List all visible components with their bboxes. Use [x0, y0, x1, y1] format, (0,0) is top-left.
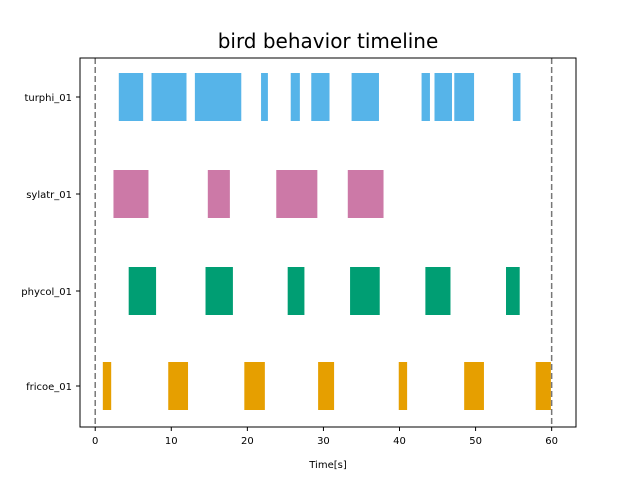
x-axis-label: Time[s] [308, 460, 347, 471]
y-tick-label: sylatr_01 [26, 190, 72, 201]
bar-turphi_01-8 [434, 73, 452, 121]
bar-sylatr_01-1 [207, 170, 230, 218]
bar-turphi_01-7 [421, 73, 430, 121]
bar-phycol_01-5 [506, 267, 520, 315]
y-tick-label: turphi_01 [24, 93, 72, 104]
bar-phycol_01-3 [350, 267, 380, 315]
bar-turphi_01-10 [512, 73, 521, 121]
bar-phycol_01-4 [425, 267, 451, 315]
bar-phycol_01-1 [205, 267, 233, 315]
bar-sylatr_01-0 [113, 170, 149, 218]
bar-phycol_01-2 [287, 267, 305, 315]
bar-turphi_01-5 [311, 73, 330, 121]
bar-turphi_01-9 [454, 73, 475, 121]
bar-fricoe_01-0 [102, 362, 112, 410]
bar-turphi_01-6 [351, 73, 379, 121]
x-tick-label: 50 [469, 436, 482, 447]
y-axis-ticks: turphi_01 sylatr_01 phycol_01 fricoe_01 [21, 93, 80, 393]
bar-fricoe_01-5 [464, 362, 484, 410]
x-tick-label: 10 [165, 436, 178, 447]
bar-turphi_01-1 [151, 73, 187, 121]
bar-fricoe_01-2 [244, 362, 265, 410]
bar-fricoe_01-3 [318, 362, 335, 410]
x-tick-label: 60 [545, 436, 558, 447]
plot-area [94, 58, 553, 427]
bar-fricoe_01-1 [168, 362, 189, 410]
bar-sylatr_01-3 [347, 170, 384, 218]
chart-title: bird behavior timeline [218, 29, 439, 53]
x-tick-label: 40 [393, 436, 406, 447]
bar-fricoe_01-4 [398, 362, 408, 410]
plot-frame [79, 57, 577, 428]
y-tick-label: fricoe_01 [26, 382, 72, 393]
bar-turphi_01-2 [194, 73, 242, 121]
x-tick-label: 30 [317, 436, 330, 447]
bar-turphi_01-0 [118, 73, 144, 121]
bar-sylatr_01-2 [276, 170, 318, 218]
y-tick-label: phycol_01 [21, 287, 72, 298]
bar-turphi_01-4 [290, 73, 300, 121]
x-tick-label: 0 [92, 436, 98, 447]
x-tick-label: 20 [241, 436, 254, 447]
bar-fricoe_01-6 [535, 362, 551, 410]
x-axis-ticks: 0 10 20 30 40 50 60 [92, 427, 558, 447]
bar-phycol_01-0 [128, 267, 157, 315]
bar-turphi_01-3 [261, 73, 268, 121]
